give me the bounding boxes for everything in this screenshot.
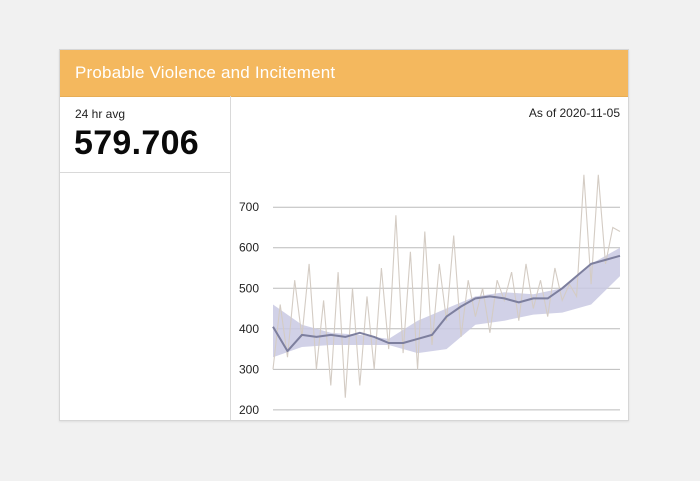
y-tick-label: 300: [239, 362, 259, 376]
avg-stat-value: 579.706: [74, 124, 200, 162]
rolling-average-line: [272, 254, 621, 353]
chart-panel: 20030040050060070031 Oct1 Nov2 Nov3 Nov4…: [231, 96, 628, 420]
y-tick-label: 700: [239, 200, 259, 214]
confidence-band: [273, 247, 620, 358]
y-tick-label: 600: [239, 241, 259, 255]
time-series-chart: 20030040050060070031 Oct1 Nov2 Nov3 Nov4…: [239, 174, 621, 417]
avg-stat-box: 24 hr avg 579.706: [60, 96, 230, 173]
y-tick-label: 500: [239, 281, 259, 295]
raw-layer: [272, 174, 621, 398]
y-tick-label: 200: [239, 403, 259, 417]
axis-layer: 20030040050060070031 Oct1 Nov2 Nov3 Nov4…: [239, 200, 259, 417]
band-layer: [273, 247, 620, 358]
y-tick-label: 400: [239, 322, 259, 336]
avg-stat-label: 24 hr avg: [75, 107, 126, 121]
as-of-date: As of 2020-11-05: [528, 106, 620, 120]
chart-card: Probable Violence and Incitement 24 hr a…: [59, 49, 629, 421]
summary-panel: 24 hr avg 579.706: [60, 96, 231, 420]
card-title: Probable Violence and Incitement: [75, 63, 336, 82]
avg-layer: [272, 254, 621, 353]
card-header: Probable Violence and Incitement: [60, 50, 628, 97]
raw-series-line: [272, 174, 621, 398]
